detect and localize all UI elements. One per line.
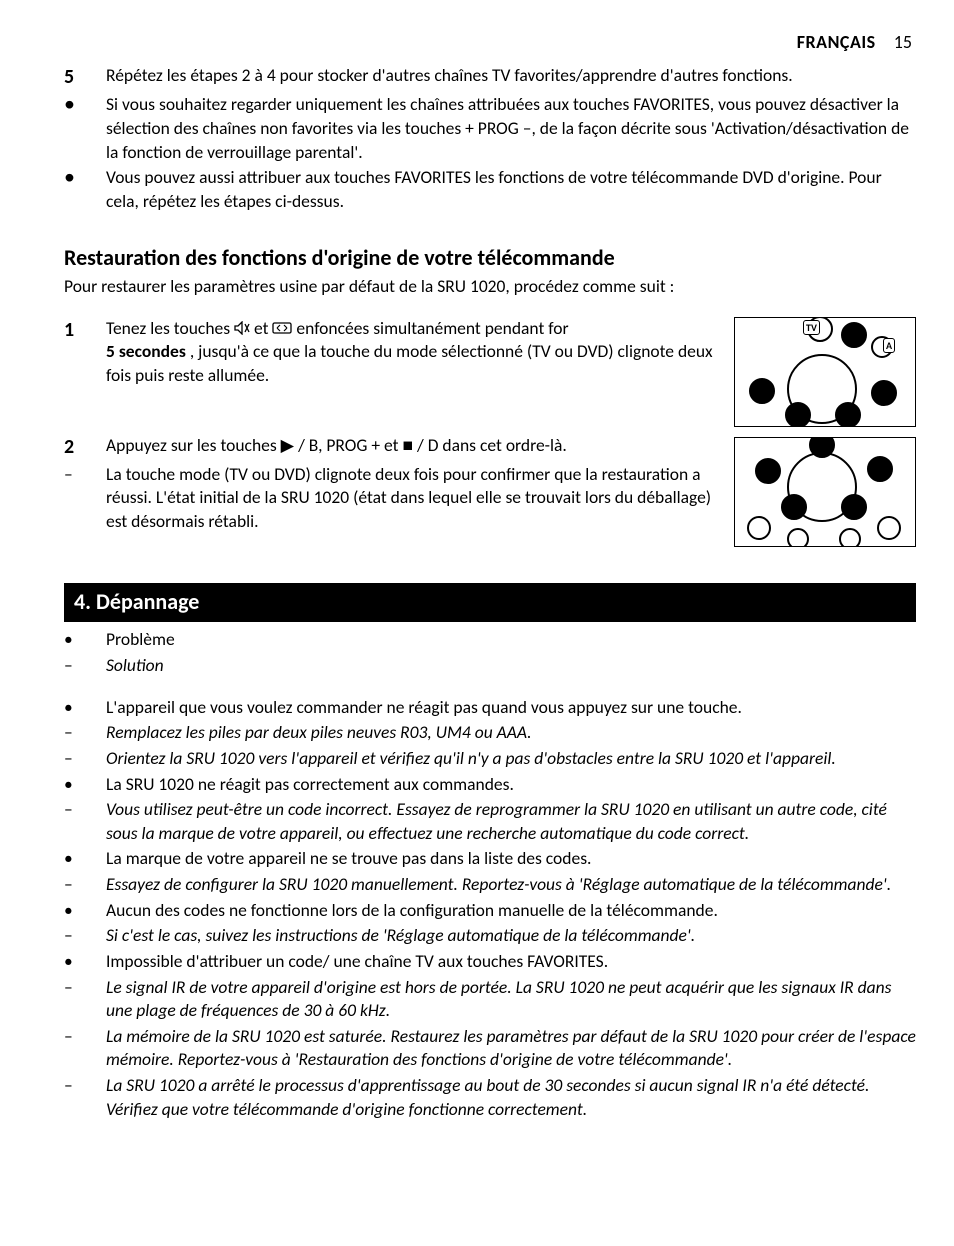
problem-text: Impossible d'attribuer un code/ une chaî… xyxy=(106,950,916,974)
solution-text: Essayez de configurer la SRU 1020 manuel… xyxy=(106,873,916,897)
bullet-marker xyxy=(64,899,106,923)
spacer xyxy=(64,390,716,434)
solution-text: Orientez la SRU 1020 vers l'appareil et … xyxy=(106,747,916,771)
troubleshoot-title: 4. Dépannage xyxy=(64,583,916,623)
restore-step-2-text: Appuyez sur les touches ▶ / B, PROG + et… xyxy=(106,434,716,461)
bullet-marker xyxy=(64,628,106,652)
solution-item: Essayez de configurer la SRU 1020 manuel… xyxy=(64,873,916,897)
solution-text: Si c'est le cas, suivez les instructions… xyxy=(106,924,916,948)
spacer xyxy=(64,680,916,696)
bullet-marker xyxy=(64,847,106,871)
solution-item: La SRU 1020 a arrêté le processus d'appr… xyxy=(64,1074,916,1121)
restore-step-1-bold: 5 secondes xyxy=(106,340,186,362)
dash-marker xyxy=(64,721,106,745)
problem-item: Impossible d'attribuer un code/ une chaî… xyxy=(64,950,916,974)
restore-illustrations: TV A xyxy=(734,317,916,557)
step-5: 5 Répétez les étapes 2 à 4 pour stocker … xyxy=(64,64,916,91)
restore-step-1: 1 Tenez les touches et enfoncées simulta… xyxy=(64,317,716,388)
dash-marker xyxy=(64,873,106,897)
dash-marker xyxy=(64,654,106,678)
step-5-marker: 5 xyxy=(64,64,106,91)
restore-steps: 1 Tenez les touches et enfoncées simulta… xyxy=(64,317,716,557)
problem-item: La SRU 1020 ne réagit pas correctement a… xyxy=(64,773,916,797)
step-2-marker: 2 xyxy=(64,434,106,461)
restore-body: 1 Tenez les touches et enfoncées simulta… xyxy=(64,317,916,557)
problem-text: L'appareil que vous voulez commander ne … xyxy=(106,696,916,720)
solution-item: Vous utilisez peut-être un code incorrec… xyxy=(64,798,916,845)
problem-text: La SRU 1020 ne réagit pas correctement a… xyxy=(106,773,916,797)
problem-text: Problème xyxy=(106,628,916,652)
solution-item: Remplacez les piles par deux piles neuve… xyxy=(64,721,916,745)
problem-item: L'appareil que vous voulez commander ne … xyxy=(64,696,916,720)
problem-item: Aucun des codes ne fonctionne lors de la… xyxy=(64,899,916,923)
restore-step-1-part-b: et xyxy=(254,317,272,339)
solution-text: Solution xyxy=(106,654,916,678)
restore-result: La touche mode (TV ou DVD) clignote deux… xyxy=(64,463,716,534)
dash-marker xyxy=(64,924,106,948)
step-5-text: Répétez les étapes 2 à 4 pour stocker d'… xyxy=(106,64,916,91)
problem-item: La marque de votre appareil ne se trouve… xyxy=(64,847,916,871)
favorites-note-2-text: Vous pouvez aussi attribuer aux touches … xyxy=(106,166,916,213)
language-label: FRANÇAIS xyxy=(797,31,876,53)
bullet-marker: • xyxy=(64,166,106,213)
restore-intro: Pour restaurer les paramètres usine par … xyxy=(64,275,916,299)
dash-marker xyxy=(64,463,106,534)
restore-step-2: 2 Appuyez sur les touches ▶ / B, PROG + … xyxy=(64,434,716,461)
solution-text: Le signal IR de votre appareil d'origine… xyxy=(106,976,916,1023)
dash-marker xyxy=(64,1074,106,1121)
bullet-marker xyxy=(64,950,106,974)
solution-item: Si c'est le cas, suivez les instructions… xyxy=(64,924,916,948)
page-header: FRANÇAIS 15 xyxy=(38,30,916,54)
solution-item: Orientez la SRU 1020 vers l'appareil et … xyxy=(64,747,916,771)
favorites-note-1: • Si vous souhaitez regarder uniquement … xyxy=(64,93,916,164)
problem-text: La marque de votre appareil ne se trouve… xyxy=(106,847,916,871)
favorites-note-1-text: Si vous souhaitez regarder uniquement le… xyxy=(106,93,916,164)
restore-result-text: La touche mode (TV ou DVD) clignote deux… xyxy=(106,463,716,534)
solution-item: Le signal IR de votre appareil d'origine… xyxy=(64,976,916,1023)
solution-text: Remplacez les piles par deux piles neuve… xyxy=(106,721,916,745)
illustration-2 xyxy=(734,437,916,547)
solution-item: La mémoire de la SRU 1020 est saturée. R… xyxy=(64,1025,916,1072)
bullet-marker: • xyxy=(64,93,106,164)
step-1-marker: 1 xyxy=(64,317,106,388)
dash-marker xyxy=(64,747,106,771)
dash-marker xyxy=(64,976,106,1023)
restore-step-1-part-c: enfoncées simultanément pendant for xyxy=(296,317,568,339)
restore-step-1-part-d: , jusqu'à ce que la touche du mode sélec… xyxy=(106,340,713,386)
restore-step-1-part-a: Tenez les touches xyxy=(106,317,234,339)
restore-title: Restauration des fonctions d'origine de … xyxy=(64,243,916,273)
dash-marker xyxy=(64,798,106,845)
page-number: 15 xyxy=(894,31,912,53)
dash-marker xyxy=(64,1025,106,1072)
troubleshoot-list: ProblèmeSolution L'appareil que vous voul… xyxy=(64,628,916,1121)
solution-text: Vous utilisez peut-être un code incorrec… xyxy=(106,798,916,845)
illustration-1: TV A xyxy=(734,317,916,427)
favorites-continuation-list: 5 Répétez les étapes 2 à 4 pour stocker … xyxy=(64,64,916,213)
problem-text: Aucun des codes ne fonctionne lors de la… xyxy=(106,899,916,923)
solution-text: La SRU 1020 a arrêté le processus d'appr… xyxy=(106,1074,916,1121)
favorites-note-2: • Vous pouvez aussi attribuer aux touche… xyxy=(64,166,916,213)
solution-text: La mémoire de la SRU 1020 est saturée. R… xyxy=(106,1025,916,1072)
mute-icon xyxy=(234,318,250,332)
solution-item: Solution xyxy=(64,654,916,678)
restore-step-1-text: Tenez les touches et enfoncées simultané… xyxy=(106,317,716,388)
problem-item: Problème xyxy=(64,628,916,652)
bullet-marker xyxy=(64,773,106,797)
aspect-icon xyxy=(272,318,292,332)
bullet-marker xyxy=(64,696,106,720)
